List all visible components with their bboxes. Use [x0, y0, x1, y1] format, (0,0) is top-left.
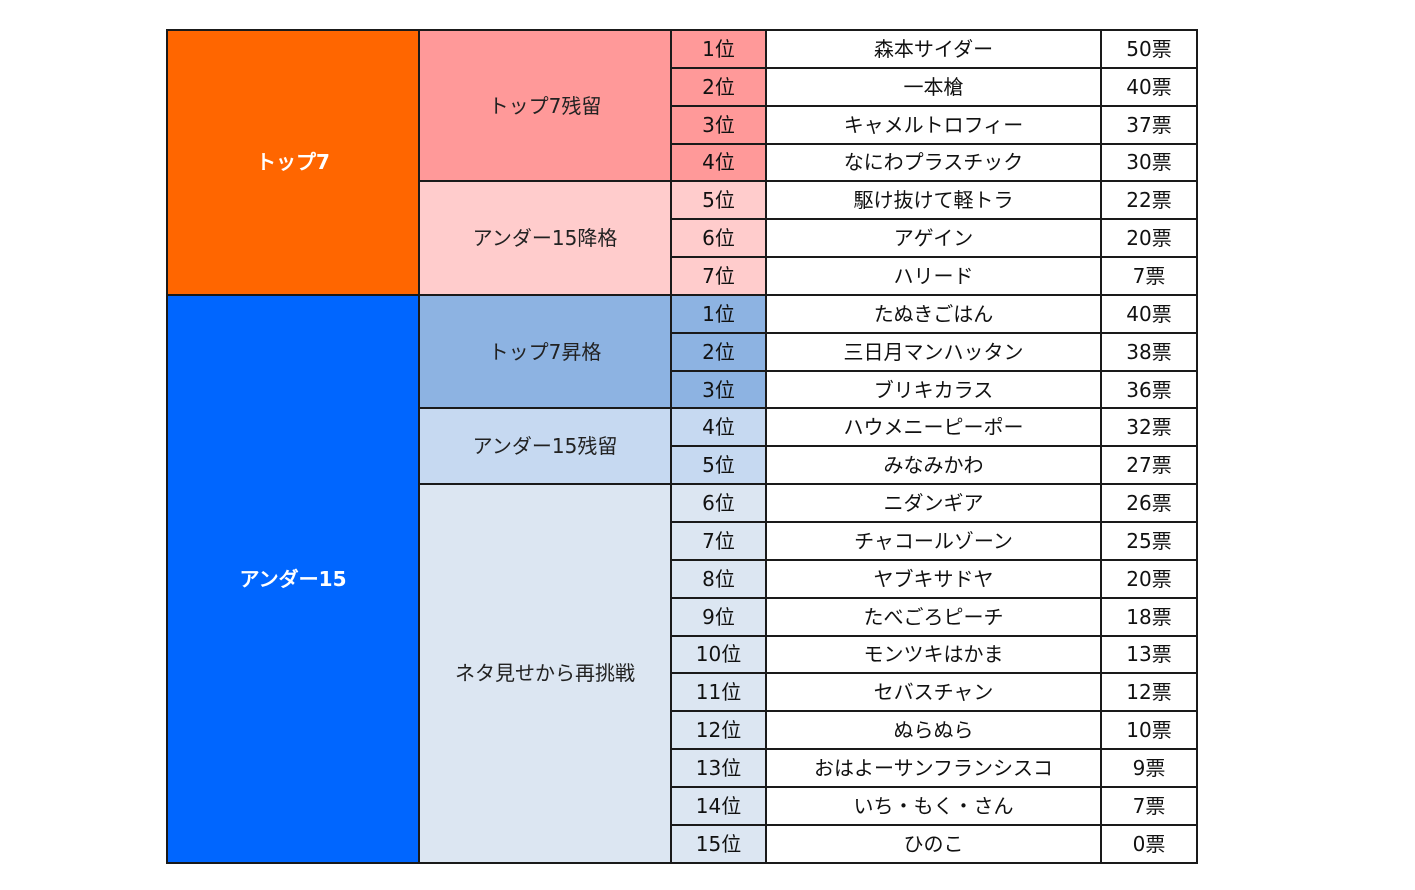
name-cell: なにわプラスチック — [765, 142, 1102, 183]
name-cell: たぬきごはん — [765, 293, 1102, 334]
votes-cell: 10票 — [1100, 710, 1198, 751]
table-row: 14位 いち・もく・さん 7票 — [167, 785, 1198, 826]
name-cell: モンツキはかま — [765, 634, 1102, 675]
subgroup-label: トップ7昇格 — [418, 293, 672, 410]
table-row: 8位 ヤブキサドヤ 20票 — [167, 558, 1198, 599]
name-cell: ニダンギア — [765, 483, 1102, 523]
rank-cell: 11位 — [670, 672, 767, 713]
rank-cell: 12位 — [670, 710, 767, 751]
votes-cell: 7票 — [1100, 785, 1198, 826]
votes-cell: 7票 — [1100, 256, 1198, 296]
votes-cell: 38票 — [1100, 331, 1198, 372]
name-cell: キャメルトロフィー — [765, 104, 1102, 145]
subgroup-label: トップ7残留 — [418, 28, 672, 183]
rank-cell: 8位 — [670, 558, 767, 599]
name-cell: チャコールゾーン — [765, 520, 1102, 561]
votes-cell: 13票 — [1100, 634, 1198, 675]
table-row: 9位 たべごろピーチ 18票 — [167, 596, 1198, 637]
subgroup-label: ネタ見せから再挑戦 — [418, 483, 672, 864]
rank-cell: 1位 — [670, 29, 767, 69]
rank-cell: 3位 — [670, 104, 767, 145]
votes-cell: 20票 — [1100, 218, 1198, 259]
votes-cell: 40票 — [1100, 293, 1198, 334]
table-row: 5位 みなみかわ 27票 — [167, 445, 1198, 486]
name-cell: ヤブキサドヤ — [765, 558, 1102, 599]
rank-cell: 6位 — [670, 483, 767, 523]
name-cell: ブリキカラス — [765, 369, 1102, 410]
table-row: 3位 ブリキカラス 36票 — [167, 369, 1198, 410]
rank-cell: 14位 — [670, 785, 767, 826]
name-cell: いち・もく・さん — [765, 785, 1102, 826]
name-cell: 一本槍 — [765, 66, 1102, 107]
table-row: 3位 キャメルトロフィー 37票 — [167, 104, 1198, 145]
rank-cell: 6位 — [670, 218, 767, 259]
rank-cell: 15位 — [670, 823, 767, 864]
votes-cell: 40票 — [1100, 66, 1198, 107]
ranking-table-container: トップ7 トップ7残留 1位 森本サイダー 50票 2位 一本槍 40票 3位 キャメルトロフィー… — [166, 28, 1198, 864]
table-row: 13位 おはよーサンフランシスコ 9票 — [167, 748, 1198, 788]
rank-cell: 10位 — [670, 634, 767, 675]
rank-cell: 7位 — [670, 520, 767, 561]
table-row: 11位 セバスチャン 12票 — [167, 672, 1198, 713]
votes-cell: 30票 — [1100, 142, 1198, 183]
rank-cell: 5位 — [670, 445, 767, 486]
name-cell: アゲイン — [765, 218, 1102, 259]
votes-cell: 25票 — [1100, 520, 1198, 561]
votes-cell: 37票 — [1100, 104, 1198, 145]
votes-cell: 22票 — [1100, 180, 1198, 221]
rank-cell: 1位 — [670, 293, 767, 334]
ranking-table-body: トップ7 トップ7残留 1位 森本サイダー 50票 2位 一本槍 40票 3位 キャメルトロフィー… — [166, 28, 1198, 864]
table-row: アンダー15残留 4位 ハウメニーピーポー 32票 — [167, 407, 1198, 486]
name-cell: 森本サイダー — [765, 29, 1102, 69]
rank-cell: 3位 — [670, 369, 767, 410]
rank-cell: 4位 — [670, 142, 767, 183]
ranking-table: トップ7 トップ7残留 1位 森本サイダー 50票 2位 一本槍 40票 3位 キャメルトロフィー… — [166, 28, 1198, 864]
table-row: トップ7 トップ7残留 1位 森本サイダー 50票 — [166, 28, 1198, 296]
name-cell: たべごろピーチ — [765, 596, 1102, 637]
votes-cell: 9票 — [1100, 748, 1198, 788]
name-cell: みなみかわ — [765, 445, 1102, 486]
rank-cell: 9位 — [670, 596, 767, 637]
votes-cell: 32票 — [1100, 407, 1198, 448]
rank-cell: 2位 — [670, 331, 767, 372]
table-row: アンダー15 トップ7昇格 1位 たぬきごはん 40票 — [166, 293, 1198, 864]
rank-cell: 2位 — [670, 66, 767, 107]
votes-cell: 12票 — [1100, 672, 1198, 713]
name-cell: ぬらぬら — [765, 710, 1102, 751]
group-label: トップ7 — [166, 29, 420, 296]
rank-cell: 13位 — [670, 748, 767, 788]
table-row: 7位 チャコールゾーン 25票 — [167, 520, 1198, 561]
votes-cell: 50票 — [1100, 29, 1198, 69]
rank-cell: 5位 — [670, 180, 767, 221]
votes-cell: 20票 — [1100, 558, 1198, 599]
rank-cell: 7位 — [670, 256, 767, 296]
group-label: アンダー15 — [166, 293, 420, 864]
table-row: 6位 アゲイン 20票 — [167, 218, 1198, 259]
votes-cell: 18票 — [1100, 596, 1198, 637]
name-cell: ハリード — [765, 256, 1102, 296]
votes-cell: 26票 — [1100, 483, 1198, 523]
table-row: 2位 一本槍 40票 — [167, 66, 1198, 107]
votes-cell: 0票 — [1100, 823, 1198, 864]
table-row: 2位 三日月マンハッタン 38票 — [167, 331, 1198, 372]
rank-cell: 4位 — [670, 407, 767, 448]
table-row: アンダー15降格 5位 駆け抜けて軽トラ 22票 — [167, 180, 1198, 296]
name-cell: ハウメニーピーポー — [765, 407, 1102, 448]
votes-cell: 27票 — [1100, 445, 1198, 486]
subgroup-label: アンダー15降格 — [418, 180, 672, 296]
table-row: 10位 モンツキはかま 13票 — [167, 634, 1198, 675]
name-cell: おはよーサンフランシスコ — [765, 748, 1102, 788]
name-cell: 駆け抜けて軽トラ — [765, 180, 1102, 221]
name-cell: ひのこ — [765, 823, 1102, 864]
name-cell: セバスチャン — [765, 672, 1102, 713]
table-row: 12位 ぬらぬら 10票 — [167, 710, 1198, 751]
subgroup-label: アンダー15残留 — [418, 407, 672, 486]
table-row: ネタ見せから再挑戦 6位 ニダンギア 26票 — [167, 483, 1198, 864]
table-row: 4位 なにわプラスチック 30票 — [167, 142, 1198, 183]
votes-cell: 36票 — [1100, 369, 1198, 410]
name-cell: 三日月マンハッタン — [765, 331, 1102, 372]
table-row: 15位 ひのこ 0票 — [167, 823, 1198, 864]
table-row: 7位 ハリード 7票 — [167, 256, 1198, 296]
